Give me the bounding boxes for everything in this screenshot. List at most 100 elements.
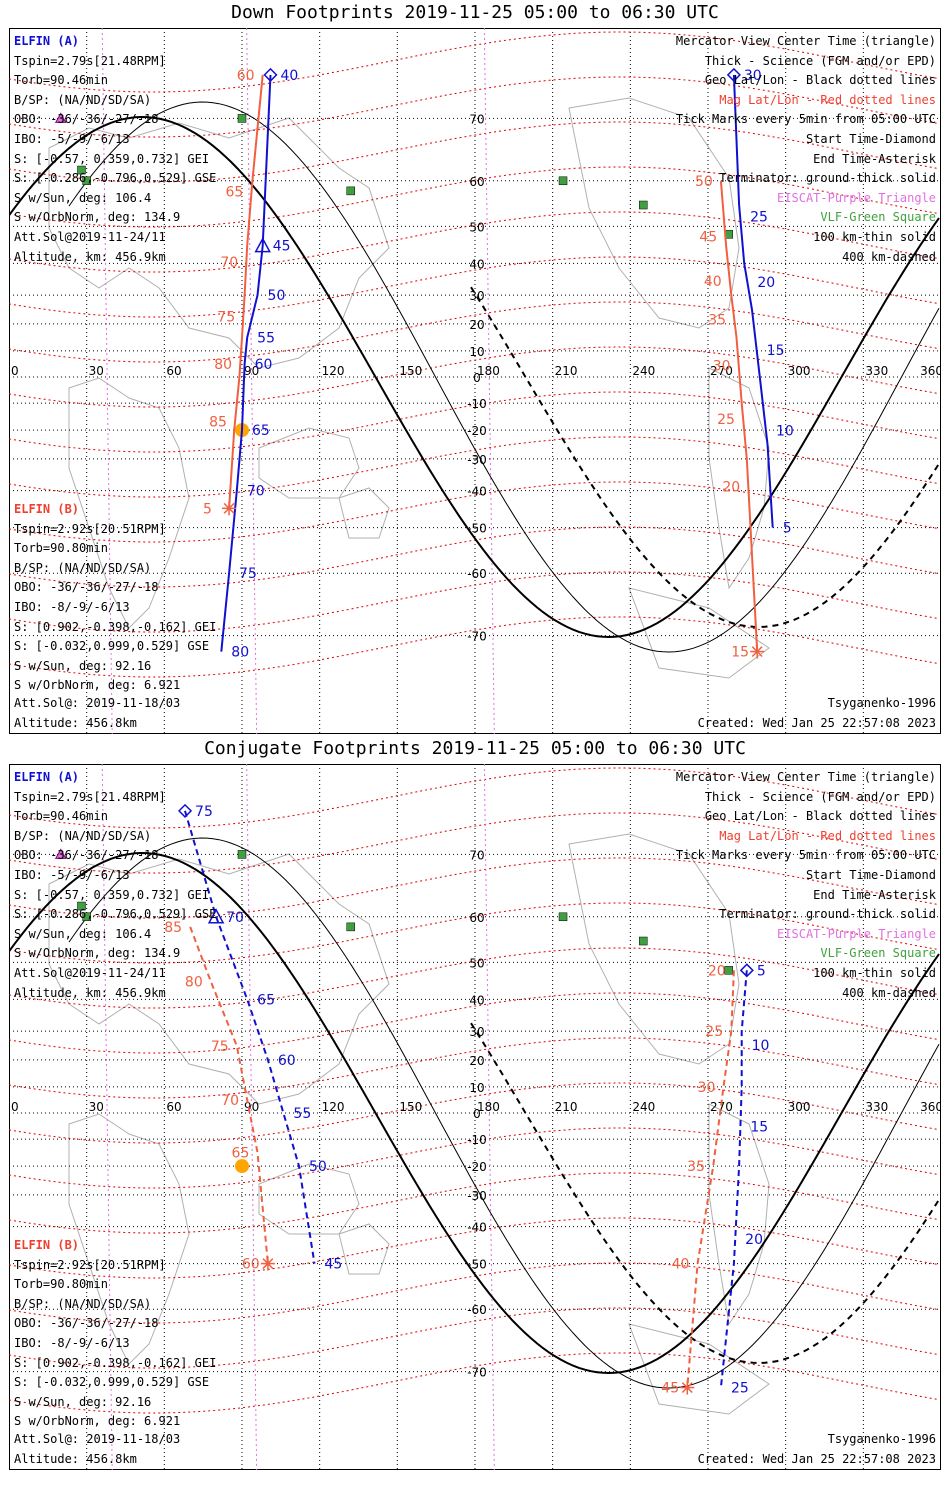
- x-tick-label: 60: [166, 364, 181, 378]
- mag-parallel: [9, 526, 938, 588]
- orbit-tick-label: 60: [237, 68, 255, 84]
- elfin-b-name: ELFIN (B): [14, 502, 80, 516]
- elfin-a-tspin: Tspin=2.79s[21.48RPM]: [14, 789, 166, 804]
- x-tick-label: 300: [788, 364, 811, 378]
- center-time-triangle: [207, 908, 225, 924]
- elfin-b-s-gei: S: [0.902,-0.398,-0.162] GEI: [14, 1355, 217, 1370]
- mag-parallel: [9, 902, 938, 964]
- x-tick-label: 210: [555, 364, 578, 378]
- eiscat-triangle: [54, 848, 67, 859]
- orbit-tick-label: 85: [164, 920, 182, 936]
- vlf-square: [237, 850, 247, 859]
- x-tick-label: 360: [920, 364, 941, 378]
- elfin-a-torb: Torb=90.46min: [14, 809, 108, 824]
- orbit-tick-label: 25: [750, 210, 768, 226]
- elfin-b-s-sun: S w/Sun, deg: 92.16: [14, 1394, 152, 1409]
- legend: Mercator View Center Time (triangle) Thi…: [676, 768, 936, 1003]
- elfin-a-bsp: B/SP: (NA/ND/SD/SA): [14, 828, 152, 843]
- mag-parallel: [9, 1352, 938, 1414]
- orbit-tick-label: 20: [708, 963, 726, 979]
- mag-parallel: [9, 767, 938, 829]
- legend-line: Geo Lat/Lon - Black dotted lines: [704, 73, 936, 88]
- end-asterisk: [750, 644, 765, 659]
- center-time-triangle: [254, 237, 271, 253]
- mag-meridian: [246, 28, 258, 734]
- legend-line: Geo Lat/Lon - Black dotted lines: [704, 809, 936, 824]
- axis-labels: 0 30 60 90 120 150 180 210 240 270 300 330 360706050…: [11, 112, 941, 643]
- orbit-tick-label: 70: [226, 910, 244, 926]
- orbit-tick-label: 75: [239, 566, 257, 582]
- orbit-tick-label: 80: [214, 357, 232, 373]
- x-tick-label: 90: [244, 364, 259, 378]
- asterisk-stroke: [223, 502, 235, 514]
- elfin-b-s-gse: S: [-0.032,0.999,0.529] GSE: [14, 639, 210, 654]
- orbit-track: [686, 970, 735, 1388]
- legend-line: VLF-Green Square: [820, 946, 936, 961]
- start-diamond: [726, 67, 741, 82]
- mag-grid: [9, 28, 938, 734]
- y-tick-label: -10: [467, 1133, 487, 1147]
- orbit-tick-label: 5: [783, 521, 792, 537]
- orbit-tick-label: 40: [672, 1257, 690, 1273]
- end-asterisk: [222, 501, 237, 516]
- legend-line: Tick Marks every 5min from 05:00 UTC: [675, 848, 936, 863]
- x-tick-label: 120: [322, 1100, 345, 1114]
- footer-left: Att.Sol@: 2019-11-18/03 Altitude: 456.8k…: [14, 1430, 180, 1469]
- x-tick-label: 90: [244, 1100, 259, 1114]
- orbit-tick-label: 30: [744, 68, 762, 84]
- y-tick-label: -50: [467, 522, 487, 536]
- elfin-b-s-orbnorm: S w/OrbNorm, deg: 6.921: [14, 678, 181, 693]
- elfin-a-bsp: B/SP: (NA/ND/SD/SA): [14, 92, 152, 107]
- legend-line: EISCAT-Purple Triangle: [777, 190, 936, 205]
- orbit-tick-label: 45: [661, 1381, 679, 1397]
- elfin-b-info: ELFIN (B) Tspin=2.92s[20.51RPM] Torb=90.…: [14, 500, 216, 696]
- orbit-tick-label: 50: [268, 288, 286, 304]
- coastline: [628, 587, 770, 679]
- mag-parallel: [9, 31, 938, 93]
- y-tick-label: -30: [467, 1189, 487, 1203]
- footer-left: Att.Sol@: 2019-11-18/03 Altitude: 456.8k…: [14, 694, 180, 733]
- y-tick-label: 30: [469, 1025, 484, 1039]
- footer-right: Tsyganenko-1996 Created: Wed Jan 25 22:5…: [698, 1430, 936, 1469]
- terminator-100km: [68, 101, 940, 653]
- legend-line: Start Time-Diamond: [805, 867, 936, 882]
- elfin-b-s-sun: S w/Sun, deg: 92.16: [14, 658, 152, 673]
- elfin-a-name: ELFIN (A): [14, 34, 80, 48]
- y-tick-label: -30: [467, 453, 487, 467]
- mag-parallel: [9, 571, 938, 633]
- terminator: [9, 837, 940, 1389]
- mag-parallel: [9, 947, 938, 1009]
- legend-line: Terminator: ground-thick solid: [719, 171, 936, 186]
- elfin-b-bsp: B/SP: (NA/ND/SD/SA): [14, 1296, 152, 1311]
- coastline: [338, 1223, 390, 1275]
- elfin-a-torb: Torb=90.46min: [14, 73, 108, 88]
- y-tick-label: 70: [469, 848, 484, 862]
- elfin-a-obo: OBO: -36/-36/-27/-18: [14, 112, 159, 127]
- elfin-a-altitude: Altitude, km: 456.9km: [14, 249, 166, 264]
- y-tick-label: 50: [469, 956, 484, 970]
- coastline: [628, 1323, 770, 1415]
- elfin-b-torb: Torb=90.80min: [14, 541, 108, 556]
- orbit-tick-label: 45: [273, 239, 291, 255]
- elfin-b-tspin: Tspin=2.92s[20.51RPM]: [14, 1257, 166, 1272]
- orbit-tick-label: 35: [687, 1159, 705, 1175]
- y-tick-label: -20: [467, 424, 487, 438]
- terminator-ground: [9, 851, 940, 1375]
- orbit-tick-label: 75: [195, 804, 213, 820]
- orbit-tick-label: 15: [731, 645, 749, 661]
- y-tick-label: 60: [469, 911, 484, 925]
- mag-parallel: [9, 391, 938, 453]
- elfin-b-s-orbnorm: S w/OrbNorm, deg: 6.921: [14, 1414, 181, 1429]
- elfin-b-altitude: Altitude: 456.8km: [14, 715, 137, 730]
- orbit-tick-label: 85: [209, 414, 227, 430]
- mag-parallel: [9, 616, 938, 678]
- panel-title: Down Footprints 2019-11-25 05:00 to 06:3…: [231, 2, 719, 23]
- mag-parallel: [9, 211, 938, 273]
- legend-line: Start Time-Diamond: [805, 131, 936, 146]
- mag-parallel: [9, 256, 938, 318]
- orbit-tick-label: 20: [745, 1232, 763, 1248]
- coastline: [258, 427, 360, 499]
- orbit-tick-label: 30: [698, 1080, 716, 1096]
- coastline: [708, 1103, 770, 1326]
- elfin-b-tspin: Tspin=2.92s[20.51RPM]: [14, 521, 166, 536]
